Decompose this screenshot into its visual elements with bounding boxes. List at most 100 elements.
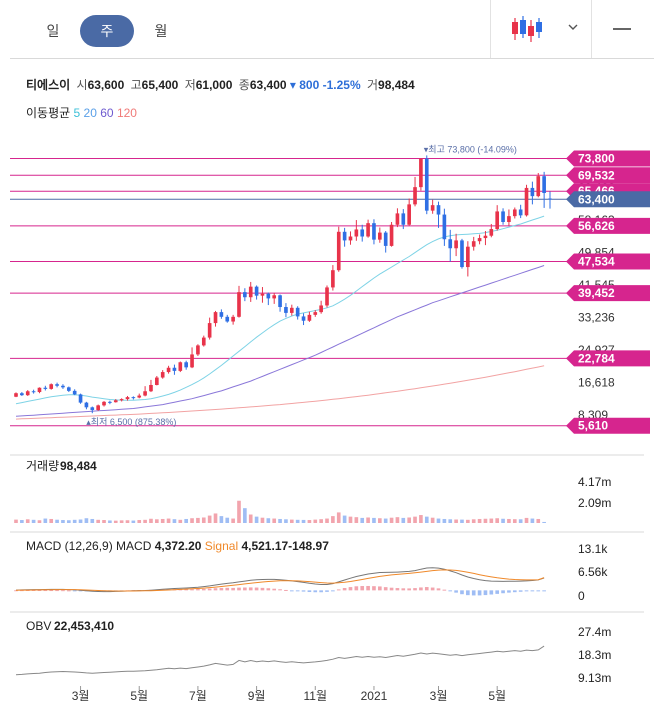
candle — [284, 307, 288, 313]
volume-bar — [524, 517, 529, 523]
candle — [160, 372, 165, 378]
ma120-line — [15, 365, 545, 420]
candle — [378, 232, 382, 240]
volume-bar — [419, 515, 423, 523]
candle — [213, 312, 218, 324]
volume-bar — [278, 518, 282, 523]
volume-bar — [407, 517, 411, 523]
candle — [37, 387, 42, 393]
volume-bar — [260, 517, 265, 523]
price-tag-shape — [566, 350, 650, 367]
volume-bar — [348, 516, 353, 523]
price-level-tag: 39,452 — [566, 285, 650, 302]
macd-histogram-bar — [225, 587, 230, 591]
divider — [490, 0, 491, 58]
macd-histogram-bar — [378, 586, 382, 591]
candle — [419, 158, 423, 188]
candle — [248, 286, 253, 298]
volume-bar — [184, 518, 188, 523]
volume-bar — [266, 518, 271, 523]
candle — [225, 316, 230, 322]
candle — [125, 397, 130, 400]
price-level-tag: 73,800 — [566, 150, 650, 167]
price-level-tag: 69,532 — [566, 167, 650, 184]
macd-histogram-bar — [466, 590, 470, 596]
price-axis-tick: 16,618 — [578, 376, 615, 390]
candle — [243, 292, 247, 298]
price-tag-label: 5,610 — [578, 419, 608, 433]
volume-bar — [471, 519, 476, 523]
macd-histogram-bar — [14, 590, 18, 592]
candle — [295, 307, 300, 317]
candle — [78, 394, 83, 403]
candle — [196, 345, 200, 355]
ma60-line — [15, 265, 545, 417]
macd-histogram-bar — [489, 590, 494, 595]
candle — [354, 229, 359, 237]
obv-axis-tick: 9.13m — [578, 671, 611, 685]
volume-bar — [160, 518, 165, 523]
volume-bar — [512, 519, 517, 523]
period-month-button[interactable]: 월 — [154, 23, 168, 39]
price-level-tag: 47,534 — [566, 253, 650, 270]
candle — [307, 314, 312, 321]
macd-histogram-bar — [184, 589, 188, 591]
candle — [131, 397, 136, 399]
volume-bar — [272, 518, 277, 523]
volume-bar — [507, 518, 511, 523]
x-axis-tick: 5월 — [130, 689, 148, 703]
stock-name: 티에스이 — [26, 78, 71, 92]
macd-histogram-bar — [413, 588, 417, 591]
macd-histogram-bar — [331, 590, 335, 592]
candle — [530, 187, 535, 197]
macd-histogram-bar — [66, 590, 71, 592]
volume-bar — [31, 519, 36, 523]
macd-histogram-bar — [419, 587, 423, 591]
volume-axis-tick: 4.17m — [578, 475, 611, 489]
macd-histogram-bar — [43, 590, 48, 592]
moving-average-legend[interactable]: 이동평균 5 20 60 120 — [26, 104, 137, 121]
macd-histogram-bar — [536, 590, 541, 592]
volume-bar — [43, 518, 48, 523]
candle — [272, 295, 277, 299]
chart-type-dropdown[interactable] — [491, 0, 591, 58]
candle — [155, 377, 159, 385]
menu-button[interactable] — [591, 0, 654, 58]
macd-histogram-bar — [284, 589, 288, 591]
volume-bar — [454, 519, 458, 523]
price-tag-shape — [566, 417, 650, 434]
candle — [401, 213, 406, 225]
macd-histogram-bar — [354, 586, 359, 591]
candle — [102, 401, 106, 406]
period-week-button[interactable]: 주 — [80, 15, 134, 47]
macd-histogram-bar — [448, 590, 453, 592]
candle — [20, 393, 24, 396]
candle — [90, 407, 95, 411]
candle — [536, 176, 541, 197]
macd-axis-tick: 13.1k — [578, 542, 608, 556]
macd-histogram-bar — [460, 590, 464, 595]
candle — [336, 231, 341, 271]
macd-histogram-bar — [248, 587, 253, 591]
candle — [524, 187, 529, 216]
macd-histogram-bar — [336, 589, 341, 591]
candle — [442, 214, 447, 240]
period-day-button[interactable]: 일 — [46, 23, 60, 39]
volume-bar — [20, 520, 24, 523]
candle — [166, 367, 171, 373]
obv-line — [15, 645, 545, 676]
close-price: 63,400 — [249, 78, 287, 92]
volume-bar — [225, 517, 230, 523]
candle — [460, 240, 464, 268]
volume-bar — [49, 518, 54, 523]
macd-histogram-bar — [319, 590, 323, 593]
macd-histogram-bar — [501, 590, 505, 594]
volume-bar — [495, 518, 500, 523]
volume-bar — [325, 518, 329, 523]
ma60-label: 60 — [100, 106, 114, 120]
candle — [366, 223, 370, 237]
volume-bar — [536, 518, 541, 523]
macd-histogram-bar — [231, 587, 235, 591]
macd-histogram-bar — [289, 590, 294, 592]
